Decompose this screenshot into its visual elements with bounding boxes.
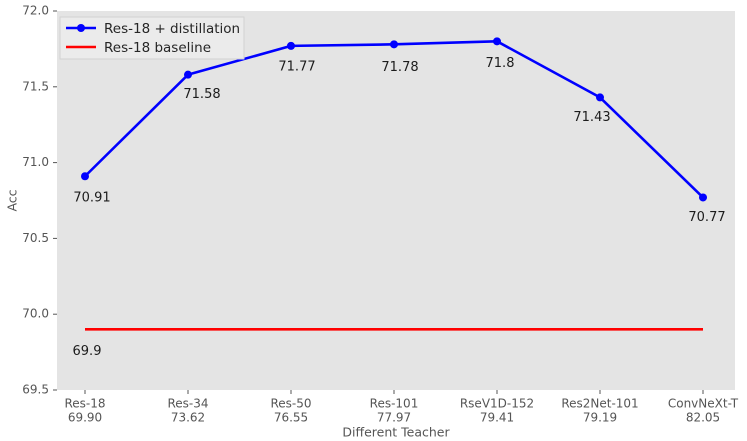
point-value-label: 71.77 — [278, 59, 315, 74]
data-point-marker — [81, 172, 89, 181]
legend-marker-sample — [77, 24, 85, 32]
x-tick-label-teacher-acc: 79.41 — [480, 411, 514, 425]
point-value-label: 71.58 — [183, 87, 220, 102]
y-tick-label: 71.0 — [22, 155, 49, 169]
point-value-label: 71.8 — [486, 56, 515, 71]
data-point-marker — [596, 93, 604, 102]
point-value-label: 70.91 — [73, 191, 110, 206]
data-point-marker — [493, 37, 501, 46]
data-point-marker — [699, 193, 707, 202]
point-value-label: 70.77 — [688, 210, 725, 225]
x-tick-label-teacher-acc: 76.55 — [274, 411, 308, 425]
y-tick-label: 70.5 — [22, 231, 49, 245]
x-axis-title: Different Teacher — [342, 425, 450, 440]
x-tick-label-teacher: ConvNeXt-T — [668, 397, 739, 411]
x-tick-label-teacher: RseV1D-152 — [460, 397, 534, 411]
point-value-label: 71.78 — [381, 60, 418, 75]
baseline-value-label: 69.9 — [73, 344, 102, 359]
data-point-marker — [287, 41, 295, 50]
x-tick-label-teacher: Res-50 — [270, 397, 311, 411]
x-tick-label-teacher-acc: 79.19 — [583, 411, 617, 425]
plot-area — [57, 11, 735, 390]
x-tick-label-teacher: Res2Net-101 — [561, 397, 638, 411]
data-point-marker — [184, 70, 192, 79]
x-tick-label-teacher-acc: 77.97 — [377, 411, 411, 425]
point-value-label: 71.43 — [573, 110, 610, 125]
legend-box — [59, 16, 245, 60]
y-tick-label: 71.5 — [22, 79, 49, 93]
legend-entry-label: Res-18 baseline — [104, 40, 211, 56]
y-tick-label: 72.0 — [22, 4, 49, 18]
x-tick-label-teacher: Res-101 — [370, 397, 419, 411]
x-tick-label-teacher: Res-34 — [167, 397, 208, 411]
x-tick-label-teacher-acc: 73.62 — [171, 411, 205, 425]
y-axis-title: Acc — [5, 189, 20, 211]
x-tick-label-teacher: Res-18 — [64, 397, 105, 411]
data-point-marker — [390, 40, 398, 49]
y-tick-label: 69.5 — [22, 383, 49, 397]
y-tick-label: 70.0 — [22, 307, 49, 321]
x-tick-label-teacher-acc: 82.05 — [686, 411, 720, 425]
legend-entry-label: Res-18 + distillation — [104, 21, 240, 37]
legend: Res-18 + distillation Res-18 baseline — [59, 16, 245, 60]
x-tick-label-teacher-acc: 69.90 — [68, 411, 102, 425]
